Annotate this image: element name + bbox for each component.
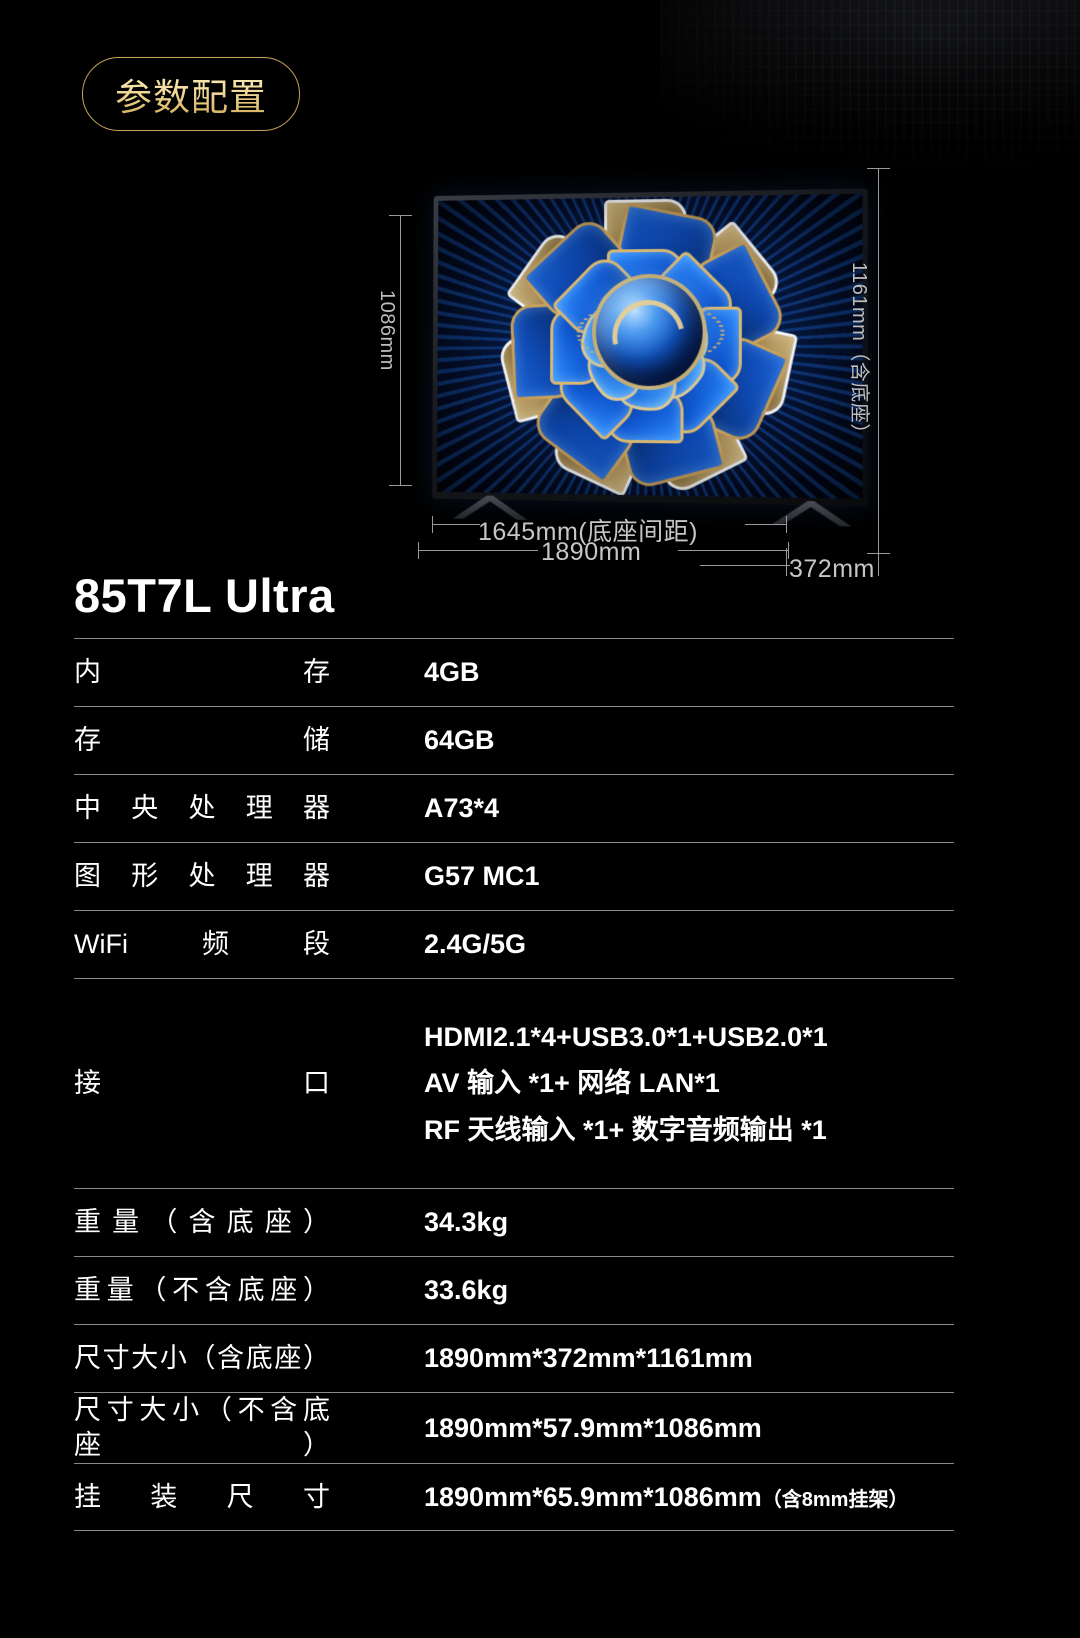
tv-hero-illustration: 1086mm	[0, 150, 1080, 600]
spec-label: 存储	[74, 724, 330, 755]
spec-value: HDMI2.1*4+USB3.0*1+USB2.0*1 AV 输入 *1+ 网络…	[344, 1009, 954, 1158]
table-row: 存储 64GB	[74, 706, 954, 774]
dim-rule-height-no-stand	[400, 215, 401, 485]
dim-tick-top-right	[867, 168, 890, 169]
table-row: 尺寸大小（不含底座） 1890mm*57.9mm*1086mm	[74, 1392, 954, 1463]
dim-tick-stand-span-right	[786, 516, 787, 533]
table-row: 尺寸大小（含底座） 1890mm*372mm*1161mm	[74, 1324, 954, 1392]
dim-rule-width-right	[678, 550, 788, 551]
dim-rule-height-with-stand	[878, 168, 879, 553]
spec-label: WiFi频段	[74, 928, 330, 959]
dim-tick-top-left	[389, 215, 412, 216]
spec-label: 尺寸大小（不含底座）	[74, 1395, 330, 1461]
spec-value: 33.6kg	[424, 1275, 509, 1306]
spec-value-line: RF 天线输入 *1+ 数字音频输出 *1	[424, 1114, 827, 1145]
spec-label: 重量（含底座）	[74, 1206, 330, 1237]
dim-tick-bottom-left	[389, 485, 412, 486]
spec-value-line: HDMI2.1*4+USB3.0*1+USB2.0*1	[424, 1021, 828, 1052]
spec-table: 内存 4GB 存储 64GB 中央处理器 A73*4 图形处理器 G57 MC1…	[74, 638, 954, 1532]
dim-label-height-with-stand: 1161mm（含底座）	[848, 262, 870, 444]
spec-value-note: （含8mm挂架）	[761, 1488, 909, 1511]
spec-label: 内存	[74, 656, 330, 687]
dim-tick-depth-left	[786, 548, 787, 576]
dim-tick-width-right	[788, 542, 789, 559]
spec-value: 1890mm*57.9mm*1086mm	[424, 1412, 762, 1443]
tv-device	[432, 188, 868, 506]
dim-rule-width-left	[418, 550, 538, 551]
dim-tick-width-left	[418, 542, 419, 559]
tv-bezel	[432, 188, 868, 507]
spec-value: 34.3kg	[424, 1207, 509, 1238]
table-row: 中央处理器 A73*4	[74, 774, 954, 842]
table-row: 图形处理器 G57 MC1	[74, 842, 954, 910]
spec-label: 尺寸大小（含底座）	[74, 1342, 330, 1373]
table-row: 接口 HDMI2.1*4+USB3.0*1+USB2.0*1 AV 输入 *1+…	[74, 978, 954, 1188]
dim-label-height-no-stand: 1086mm	[376, 290, 398, 371]
spec-value: 2.4G/5G	[424, 929, 527, 960]
spec-value: 64GB	[424, 725, 495, 756]
spec-label: 图形处理器	[74, 860, 330, 891]
section-badge-label: 参数配置	[115, 67, 267, 121]
spec-value: 1890mm*65.9mm*1086mm（含8mm挂架）	[344, 1479, 954, 1515]
table-row: 重量（不含底座） 33.6kg	[74, 1256, 954, 1324]
dim-rule-stand-span-left	[432, 524, 480, 525]
table-row: 内存 4GB	[74, 638, 954, 706]
spec-value-line: AV 输入 *1+ 网络 LAN*1	[424, 1068, 720, 1099]
section-badge: 参数配置	[82, 57, 300, 131]
dim-rule-stand-span-right	[745, 524, 787, 525]
table-row: 挂装尺寸 1890mm*65.9mm*1086mm（含8mm挂架）	[74, 1463, 954, 1532]
spec-label: 接口	[74, 1067, 330, 1098]
dim-rule-depth	[700, 565, 790, 566]
spec-label: 挂装尺寸	[74, 1481, 330, 1512]
dim-tick-stand-span-left	[432, 516, 433, 533]
spec-label: 中央处理器	[74, 792, 330, 823]
dim-label-stand-span: 1645mm(底座间距)	[478, 518, 698, 546]
spec-value: 4GB	[424, 657, 480, 688]
dim-label-depth: 372mm	[789, 555, 875, 583]
table-row: 重量（含底座） 34.3kg	[74, 1188, 954, 1256]
dim-tick-depth-right	[878, 548, 879, 576]
dim-label-width: 1890mm	[541, 538, 642, 566]
spec-value-main: 1890mm*65.9mm*1086mm	[424, 1481, 762, 1512]
spec-value: G57 MC1	[424, 861, 540, 892]
page-title: 85T7L Ultra	[74, 569, 335, 622]
spec-label: 重量（不含底座）	[74, 1274, 330, 1305]
spec-value: A73*4	[424, 793, 500, 824]
spec-value: 1890mm*372mm*1161mm	[424, 1343, 753, 1374]
tv-screen	[436, 193, 863, 499]
table-row: WiFi频段 2.4G/5G	[74, 910, 954, 978]
